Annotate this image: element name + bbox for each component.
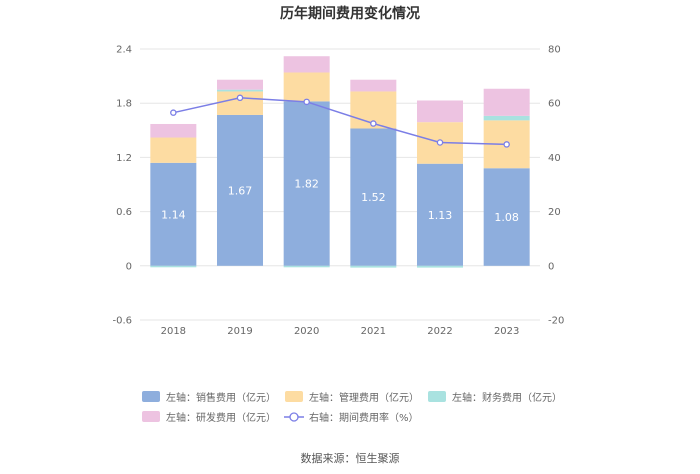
bar-segment [217,89,263,92]
bar-segment [217,114,263,266]
bar-segment [417,265,463,268]
right-axis: 80 60 40 20 0 -20 [548,45,564,327]
bar-segment [150,123,197,138]
x-tick-label: 2020 [294,326,319,337]
bar-segment [483,115,530,121]
bar-value-label: 1.13 [428,209,453,222]
left-tick-label: 0.6 [116,207,132,218]
legend-swatch [142,411,160,422]
legend-label: 左轴：研发费用（亿元） [166,411,276,424]
bar-segment [283,265,330,268]
bar-value-label: 1.67 [228,184,253,197]
rate-line [170,94,510,148]
legend-swatch [428,391,446,402]
bar-value-label: 1.52 [361,191,386,204]
right-tick-label: 60 [548,99,561,110]
bar-segment [283,72,330,102]
rate-point [303,98,310,106]
bar-segment [483,168,530,266]
bars: 1.14 1.67 1.82 1.52 1.13 1.08 [150,56,530,268]
bar-segment [483,88,530,116]
bar-segment [350,79,397,92]
right-tick-label: 80 [548,45,561,56]
rate-point [503,141,510,148]
bar-segment [417,163,463,266]
legend: 左轴：销售费用（亿元） 左轴：管理费用（亿元） 左轴：财务费用（亿元） 左轴：研发费用… [142,391,562,424]
legend-label: 右轴：期间费用率（%） [309,411,419,424]
bar-segment [283,56,330,73]
bar-segment [150,265,197,268]
grid-lines [140,48,540,321]
bar-segment [150,137,197,163]
left-tick-label: 1.8 [116,99,132,110]
x-tick-label: 2023 [494,326,519,337]
x-tick-label: 2018 [161,326,186,337]
legend-swatch [285,391,303,402]
bar-value-label: 1.82 [294,178,319,191]
left-tick-label: 0 [126,261,132,272]
bar-segment [417,100,463,123]
x-tick-label: 2019 [227,326,252,337]
rate-point [236,94,244,102]
bar-segment [217,91,263,115]
legend-marker [289,412,299,422]
left-tick-label: 1.2 [116,153,132,164]
bar-segment [283,101,330,266]
legend-label: 左轴：管理费用（亿元） [309,391,419,404]
x-tick-label: 2022 [427,326,452,337]
rate-point [436,139,444,146]
rate-point [370,120,377,127]
right-tick-label: 20 [548,207,561,218]
rate-series-line [173,97,507,146]
chart-title: 历年期间费用变化情况 [280,5,420,22]
left-tick-label: -0.6 [112,316,132,327]
right-tick-label: 40 [548,153,561,164]
bar-segment [150,162,197,266]
right-tick-label: 0 [548,261,554,272]
legend-label: 左轴：财务费用（亿元） [452,391,562,404]
right-tick-label: -20 [548,316,564,327]
x-axis: 2018 2019 2020 2021 2022 2023 [161,326,520,337]
rate-point [170,109,177,116]
x-tick-label: 2021 [361,326,386,337]
bar-value-label: 1.08 [494,211,519,224]
left-tick-label: 2.4 [116,45,132,56]
bar-segment [217,79,263,90]
bar-segment [350,265,397,268]
left-axis: 2.4 1.8 1.2 0.6 0 -0.6 [112,45,132,327]
legend-label: 左轴：销售费用（亿元） [166,391,276,404]
bar-value-label: 1.14 [161,208,186,221]
bar-segment [350,128,397,266]
source-note: 数据来源：恒生聚源 [301,451,400,465]
legend-swatch [142,391,160,402]
